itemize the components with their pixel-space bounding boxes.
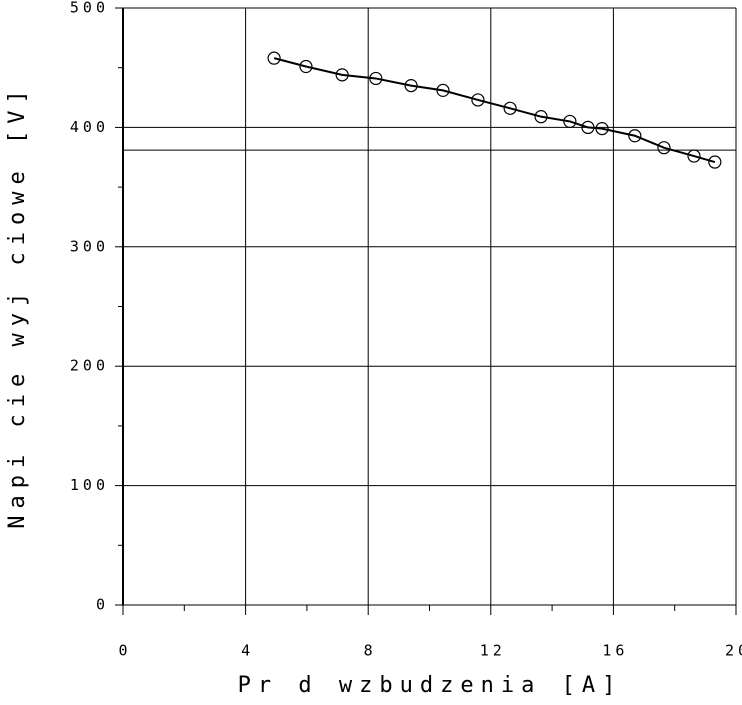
data-point	[471, 93, 485, 107]
y-tick-label: 200	[70, 357, 109, 375]
y-tick-label: 500	[70, 0, 109, 17]
data-point	[267, 51, 281, 65]
y-tick-label: 100	[70, 476, 109, 494]
x-tick-label: 12	[480, 642, 506, 660]
data-point	[436, 83, 450, 97]
y-tick-label: 400	[70, 118, 109, 136]
x-tick-label: 16	[602, 642, 628, 660]
data-point	[299, 59, 313, 74]
y-axis-label: Napi cie wyj ciowe [V]	[5, 83, 30, 528]
data-point	[595, 121, 609, 136]
x-tick-label: 4	[241, 642, 254, 660]
data-point	[404, 79, 418, 93]
data-point	[687, 149, 701, 163]
x-tick-label: 8	[364, 642, 377, 660]
data-point	[708, 155, 722, 169]
data-point	[335, 68, 349, 82]
data-point	[657, 141, 671, 155]
data-point	[628, 129, 642, 143]
x-axis-label: Pr d wzbudzenia [A]	[238, 673, 623, 698]
series-line	[273, 57, 716, 163]
x-tick-label: 20	[725, 642, 742, 660]
y-tick-label: 300	[70, 237, 109, 255]
data-point	[369, 71, 383, 86]
data-point	[563, 114, 577, 129]
y-tick-label: 0	[96, 596, 109, 614]
data-point	[503, 101, 517, 115]
data-point	[581, 120, 595, 135]
x-tick-label: 0	[118, 642, 131, 660]
data-point	[534, 110, 548, 124]
